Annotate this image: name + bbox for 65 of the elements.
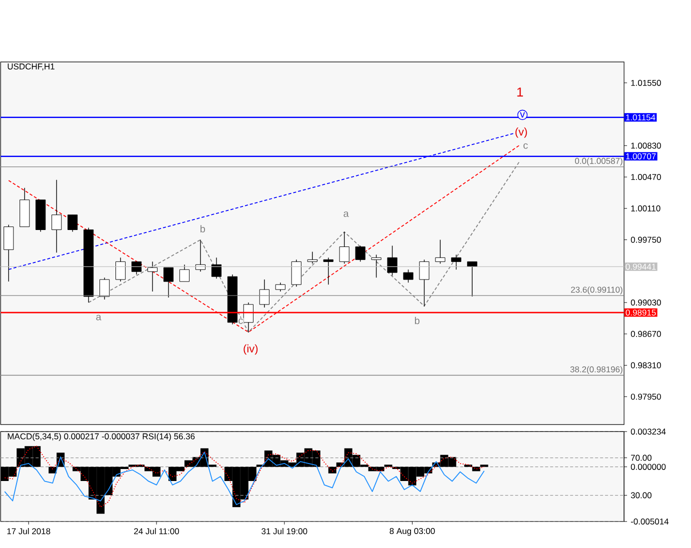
y-tick-label: 1.00110 bbox=[631, 205, 660, 212]
y-tick-label: 0.99750 bbox=[630, 236, 661, 243]
candlestick bbox=[451, 254, 462, 270]
candlestick bbox=[435, 239, 446, 264]
candlestick bbox=[259, 278, 270, 308]
candlestick bbox=[163, 267, 174, 298]
candlestick bbox=[68, 214, 78, 232]
ref-line-label: 1.00707 bbox=[626, 153, 656, 160]
x-tick-label: 17 Jul 2018 bbox=[7, 528, 50, 534]
y-tick-label: 0.98670 bbox=[630, 330, 661, 337]
candlestick bbox=[323, 257, 334, 285]
ref-line-label: 23.6(0.99110) bbox=[571, 286, 622, 294]
annotation: b bbox=[200, 224, 206, 232]
y-tick-label: -0.005014 bbox=[630, 518, 669, 524]
candlestick bbox=[355, 245, 366, 262]
annotation: c bbox=[523, 143, 528, 149]
candlestick bbox=[339, 231, 350, 264]
y2-tick-label: 30.00 bbox=[630, 492, 652, 498]
candlestick bbox=[4, 224, 14, 282]
candlestick bbox=[52, 179, 62, 253]
y-tick-label: 0.000000 bbox=[630, 464, 666, 470]
candlestick bbox=[131, 261, 142, 275]
ref-line-label: 38.2(0.98196) bbox=[570, 366, 622, 374]
candlestick bbox=[307, 251, 318, 264]
annotation: a bbox=[96, 314, 102, 320]
chart-title: MACD(5,34,5) 0.000217 -0.000037 RSI(14) 56.36 bbox=[8, 432, 195, 441]
ref-line-label: 0.99441 bbox=[626, 263, 656, 270]
candlestick bbox=[403, 269, 414, 283]
y-tick-label: 1.00830 bbox=[631, 142, 661, 148]
y-tick-label: 0.97950 bbox=[630, 393, 661, 400]
chart-title: USDCHF,H1 bbox=[8, 63, 54, 70]
candlestick bbox=[100, 277, 110, 300]
bar bbox=[384, 464, 392, 467]
ref-line-label: 0.98915 bbox=[626, 309, 656, 316]
candlestick bbox=[467, 261, 478, 297]
x-tick-label: 24 Jul 11:00 bbox=[134, 528, 179, 534]
x-tick-label: 31 Jul 19:00 bbox=[262, 528, 308, 534]
y-tick-label: 0.98310 bbox=[630, 362, 661, 368]
ref-line-label: 1.01154 bbox=[626, 114, 656, 120]
candlestick bbox=[147, 261, 158, 292]
candlestick bbox=[195, 239, 206, 272]
y-tick-label: 0.003234 bbox=[630, 428, 666, 434]
candlestick bbox=[179, 264, 190, 282]
x-tick-label: 8 Aug 03:00 bbox=[390, 528, 435, 536]
bar bbox=[480, 464, 488, 467]
annotation: (iv) bbox=[244, 344, 258, 354]
candlestick bbox=[419, 259, 430, 307]
candlestick bbox=[211, 257, 222, 279]
candlestick bbox=[291, 259, 302, 287]
candlestick bbox=[387, 245, 398, 276]
annotation: b bbox=[414, 316, 420, 324]
annotation: 1 bbox=[517, 87, 523, 96]
ref-line-label: 0.0(1.00587) bbox=[575, 157, 622, 166]
y2-tick-label: 70.00 bbox=[631, 454, 652, 461]
annotation: c bbox=[238, 318, 243, 324]
y-tick-label: 0.99030 bbox=[630, 299, 661, 306]
bar bbox=[48, 466, 57, 474]
annotation: v bbox=[520, 112, 525, 118]
y-tick-label: 1.00470 bbox=[631, 174, 661, 180]
annotation: a bbox=[344, 211, 349, 217]
annotation: (v) bbox=[515, 127, 527, 138]
y-tick-label: 1.01550 bbox=[631, 80, 661, 86]
candlestick bbox=[115, 257, 126, 282]
bar bbox=[328, 466, 336, 474]
candlestick bbox=[371, 254, 382, 278]
